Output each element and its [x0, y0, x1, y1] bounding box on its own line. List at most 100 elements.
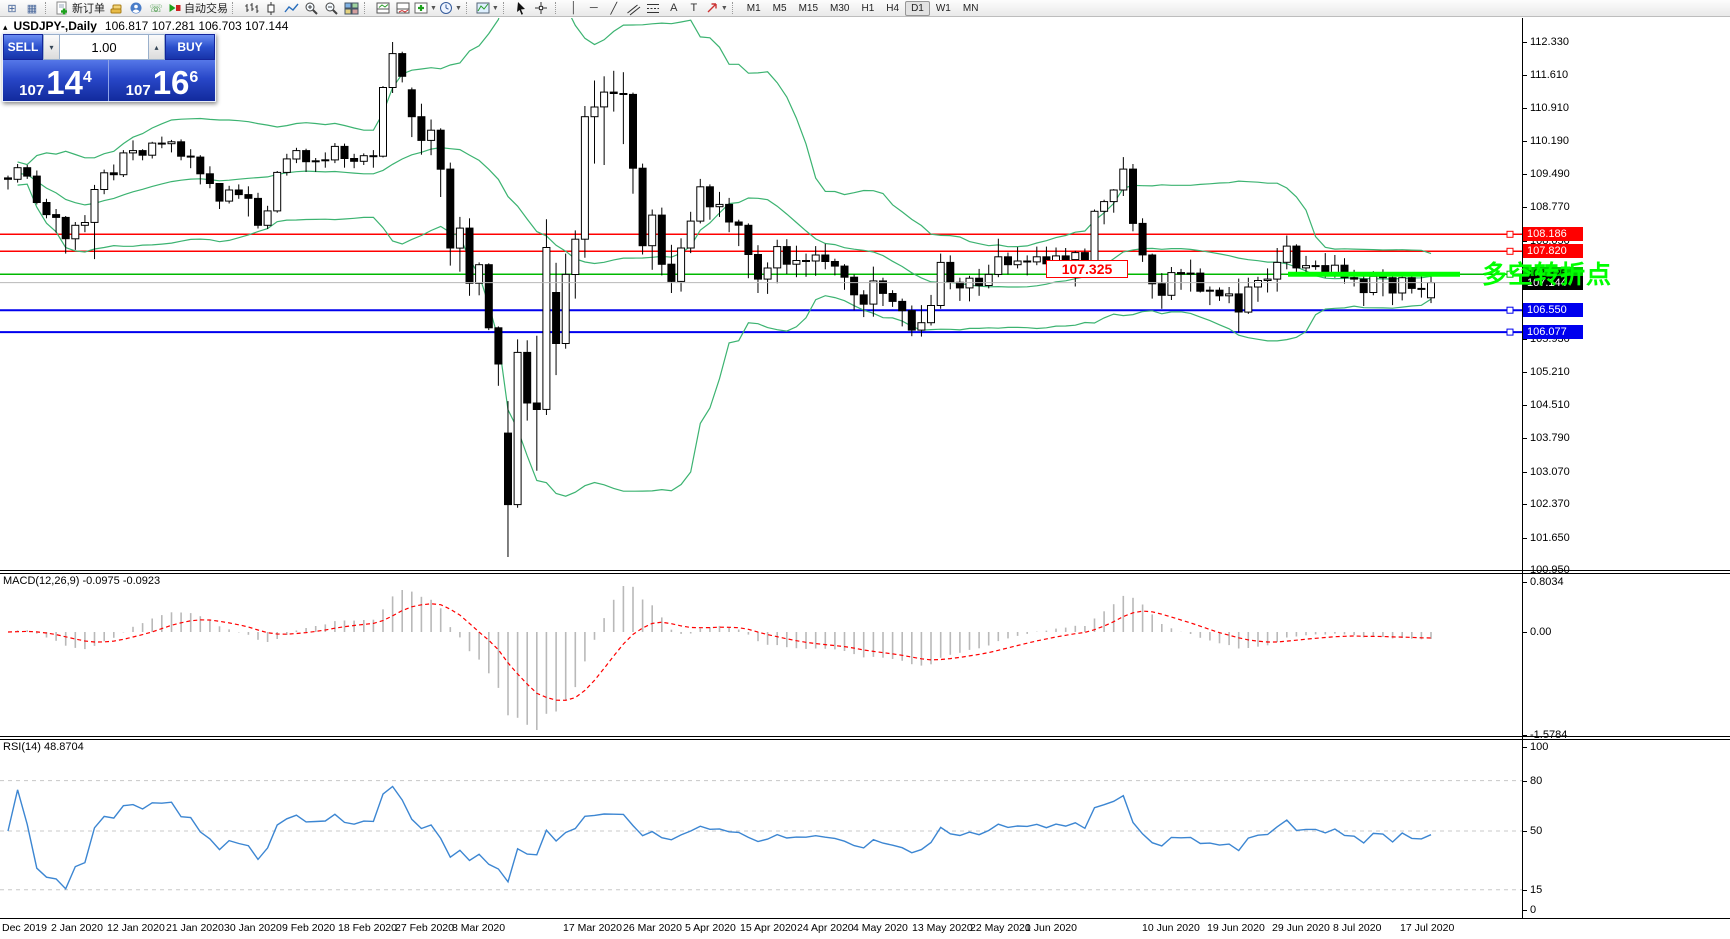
fibonacci-tool-icon[interactable] [644, 0, 664, 17]
trendline-tool-icon-glyph: ╱ [610, 2, 618, 15]
indwin2 [396, 2, 409, 13]
autotrade-button[interactable]: 自动交易 [166, 0, 229, 17]
price-level-badge[interactable]: 108.186 [1523, 227, 1583, 242]
price-tick-label: 101.650 [1530, 531, 1570, 544]
price-level-badge[interactable]: 106.077 [1523, 325, 1583, 340]
trendline-tool-icon[interactable]: ╱ [604, 0, 624, 17]
label-tool-icon-glyph: T [690, 2, 698, 14]
zoom-in-icon[interactable] [301, 0, 321, 17]
timeframe-button-h1[interactable]: H1 [861, 2, 875, 14]
pane-separator-rsi[interactable] [0, 736, 1730, 740]
timeframe-button-m15[interactable]: M15 [798, 2, 819, 14]
vertical-line-tool-icon[interactable]: │ [564, 0, 584, 17]
timeframe-button-m5[interactable]: M5 [772, 2, 787, 14]
price-tick-label: 111.610 [1530, 69, 1569, 82]
profiles-icon[interactable]: ▦ [22, 0, 42, 17]
price-tick-label: 103.070 [1530, 465, 1570, 478]
pane-separator-macd[interactable] [0, 570, 1730, 574]
timeframe-button-h4[interactable]: H4 [886, 2, 900, 14]
buy-button[interactable]: BUY [165, 34, 215, 60]
rsi-tick-label: 100 [1530, 741, 1549, 753]
rsi-pane-canvas[interactable] [0, 740, 1522, 918]
dropdown-arrow-icon: ▼ [720, 4, 728, 12]
macd-pane-canvas[interactable] [0, 574, 1522, 736]
toolbar-grip [502, 2, 508, 14]
clock [439, 1, 452, 14]
one-click-trading-panel: SELL ▾ 1.00 ▴ BUY 107 14 4 107 16 6 [2, 33, 216, 102]
cursor-tool-icon[interactable] [512, 0, 532, 17]
text-tool-icon[interactable]: A [664, 0, 684, 17]
crosshair-tool-icon[interactable] [532, 0, 552, 17]
linech [283, 3, 299, 12]
main-chart-canvas[interactable] [0, 18, 1522, 570]
date-tick-label: 18 Feb 2020 [338, 922, 397, 934]
price-axis-border [1522, 18, 1523, 918]
date-tick-label: 24 Apr 2020 [797, 922, 854, 934]
indicator-window-2-icon[interactable] [393, 0, 413, 17]
volume-increase-button[interactable]: ▴ [148, 34, 165, 60]
sell-price-prefix: 107 [19, 82, 45, 99]
candle [267, 1, 274, 15]
toolbar-grip [465, 2, 471, 14]
new-chart-icon[interactable]: ⊞ [2, 0, 22, 17]
line-chart-type-icon[interactable] [281, 0, 301, 17]
macd-tick-label: 0.8034 [1530, 576, 1564, 589]
deposit-gold-icon[interactable] [106, 0, 126, 17]
sell-price-display[interactable]: 107 14 4 [3, 60, 109, 101]
add-indicator-button[interactable]: ▼ [413, 0, 438, 17]
price-level-badge[interactable]: 107.820 [1523, 244, 1583, 259]
period-button[interactable]: ▼ [438, 0, 463, 17]
price-callout-label[interactable]: 107.325 [1046, 260, 1128, 278]
candle-chart-type-icon[interactable] [261, 0, 281, 17]
indicator-window-icon[interactable] [373, 0, 393, 17]
rsi-tick-label: 0 [1530, 904, 1537, 916]
price-level-badge[interactable]: 106.550 [1523, 303, 1583, 318]
template-button[interactable]: ▼ [475, 0, 500, 17]
rsi-tick-mark [1522, 910, 1527, 911]
channel-tool-icon[interactable] [624, 0, 644, 17]
timeframe-button-m1[interactable]: M1 [746, 2, 761, 14]
cursor [517, 1, 526, 15]
volume-decrease-button[interactable]: ▾ [43, 34, 60, 60]
fibo [647, 3, 660, 13]
timeframe-button-w1[interactable]: W1 [935, 2, 951, 14]
timeframe-button-mn[interactable]: MN [962, 2, 979, 14]
date-tick-label: 19 Jun 2020 [1207, 922, 1265, 934]
community-icon[interactable] [126, 0, 146, 17]
rsi-tick-label: 80 [1530, 774, 1543, 787]
date-tick-label: 9 Feb 2020 [282, 922, 336, 934]
chat [130, 2, 141, 13]
label-tool-icon[interactable]: T [684, 0, 704, 17]
price-tick-mark [1522, 207, 1527, 209]
date-tick-label: 1 Jun 2020 [1025, 922, 1077, 934]
buy-price-display[interactable]: 107 16 6 [109, 60, 215, 101]
zoom-out-icon[interactable] [321, 0, 341, 17]
autotrade-button-label: 自动交易 [184, 3, 228, 15]
buy-price-prefix: 107 [125, 82, 151, 99]
zoomin [305, 2, 318, 15]
bar-chart-type-icon[interactable] [241, 0, 261, 17]
new-order-button[interactable]: 新订单 [54, 0, 106, 17]
rsi-tick-mark [1522, 889, 1527, 891]
support-phone-icon[interactable]: ☏ [146, 0, 166, 17]
timeframe-button-d1[interactable]: D1 [905, 0, 930, 16]
date-tick-label: 21 Jan 2020 [166, 922, 224, 934]
sell-button[interactable]: SELL [3, 34, 43, 60]
timeframe-button-m30[interactable]: M30 [830, 2, 850, 14]
tile-windows-icon[interactable] [341, 0, 361, 17]
arrows-tool-button[interactable]: ▼ [704, 0, 729, 17]
price-tick-label: 109.490 [1530, 167, 1570, 180]
dropdown-arrow-icon: ▼ [491, 4, 499, 12]
collapse-triangle-icon[interactable]: ▴ [3, 22, 8, 32]
toolbar-grip [554, 2, 560, 14]
rsi-tick-label: 15 [1530, 883, 1543, 896]
date-tick-label: 8 Jul 2020 [1333, 922, 1382, 934]
turning-point-text[interactable]: 多空转折点 [1482, 261, 1613, 289]
price-tick-mark [1522, 537, 1527, 539]
horizontal-line-tool-icon[interactable]: ─ [584, 0, 604, 17]
price-tick-mark [1522, 338, 1527, 340]
volume-input[interactable]: 1.00 [60, 34, 148, 60]
price-level-badge[interactable]: 107.144 [1523, 275, 1583, 290]
rsi-tick-label: 50 [1530, 825, 1543, 837]
new-order-button-label: 新订单 [72, 3, 105, 15]
